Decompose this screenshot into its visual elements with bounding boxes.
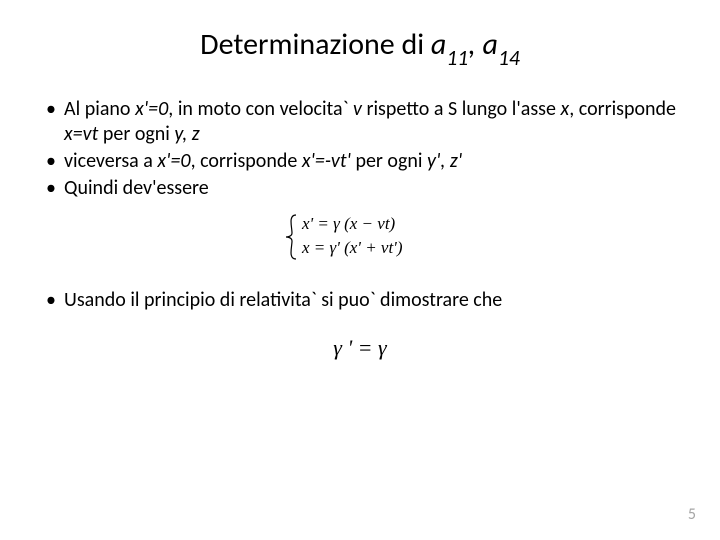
text-run: v bbox=[353, 97, 362, 121]
title-var-a1: a bbox=[431, 26, 446, 63]
bullet-item: Quindi dev'essere bbox=[44, 176, 676, 201]
text-run: , in moto con velocita` bbox=[168, 97, 353, 121]
text-run: , corrisponde bbox=[191, 149, 302, 173]
equation-system-svg: x' = γ (x − vt) x = γ' (x' + vt') bbox=[280, 209, 440, 265]
slide: Determinazione di a11, a14 Al piano x'=0… bbox=[0, 0, 720, 540]
text-run: Quindi dev'essere bbox=[64, 176, 209, 200]
text-run: x'=0 bbox=[135, 97, 168, 121]
bullet-item: Usando il principio di relativita` si pu… bbox=[44, 288, 676, 313]
slide-title: Determinazione di a11, a14 bbox=[44, 26, 676, 67]
text-run: per ogni bbox=[351, 149, 427, 173]
text-run: , corrisponde bbox=[569, 97, 676, 121]
title-comma: , bbox=[468, 26, 482, 63]
equation-system: x' = γ (x − vt) x = γ' (x' + vt') bbox=[44, 209, 676, 270]
equation-line-1: x' = γ (x − vt) bbox=[301, 214, 396, 233]
bullet-item: viceversa a x'=0, corrisponde x'=-vt' pe… bbox=[44, 149, 676, 174]
equation-gamma-text: γ ' = γ bbox=[333, 335, 386, 360]
text-run: rispetto a S lungo l'asse bbox=[362, 97, 561, 121]
title-var-a2: a bbox=[483, 26, 498, 63]
equation-gamma: γ ' = γ bbox=[44, 335, 676, 361]
text-run: Usando il principio di relativita` si pu… bbox=[64, 288, 502, 312]
title-prefix: Determinazione di bbox=[200, 26, 431, 63]
equation-line-2: x = γ' (x' + vt') bbox=[301, 238, 403, 257]
text-run: per ogni bbox=[98, 122, 174, 146]
text-run: x'=-vt' bbox=[302, 149, 351, 173]
text-run: Al piano bbox=[64, 97, 135, 121]
text-run: y, z bbox=[174, 122, 199, 146]
text-run: x bbox=[561, 97, 570, 121]
title-sub-14: 14 bbox=[498, 44, 520, 71]
text-run: x=vt bbox=[64, 122, 98, 146]
text-run: viceversa a bbox=[64, 149, 157, 173]
title-sub-11: 11 bbox=[446, 44, 468, 71]
bullet-list-1: Al piano x'=0, in moto con velocita` v r… bbox=[44, 97, 676, 201]
bullet-item: Al piano x'=0, in moto con velocita` v r… bbox=[44, 97, 676, 147]
bullet-list-2: Usando il principio di relativita` si pu… bbox=[44, 288, 676, 313]
page-number: 5 bbox=[688, 505, 696, 524]
text-run: x'=0 bbox=[157, 149, 190, 173]
brace-icon bbox=[286, 215, 296, 259]
text-run: y', z' bbox=[427, 149, 462, 173]
